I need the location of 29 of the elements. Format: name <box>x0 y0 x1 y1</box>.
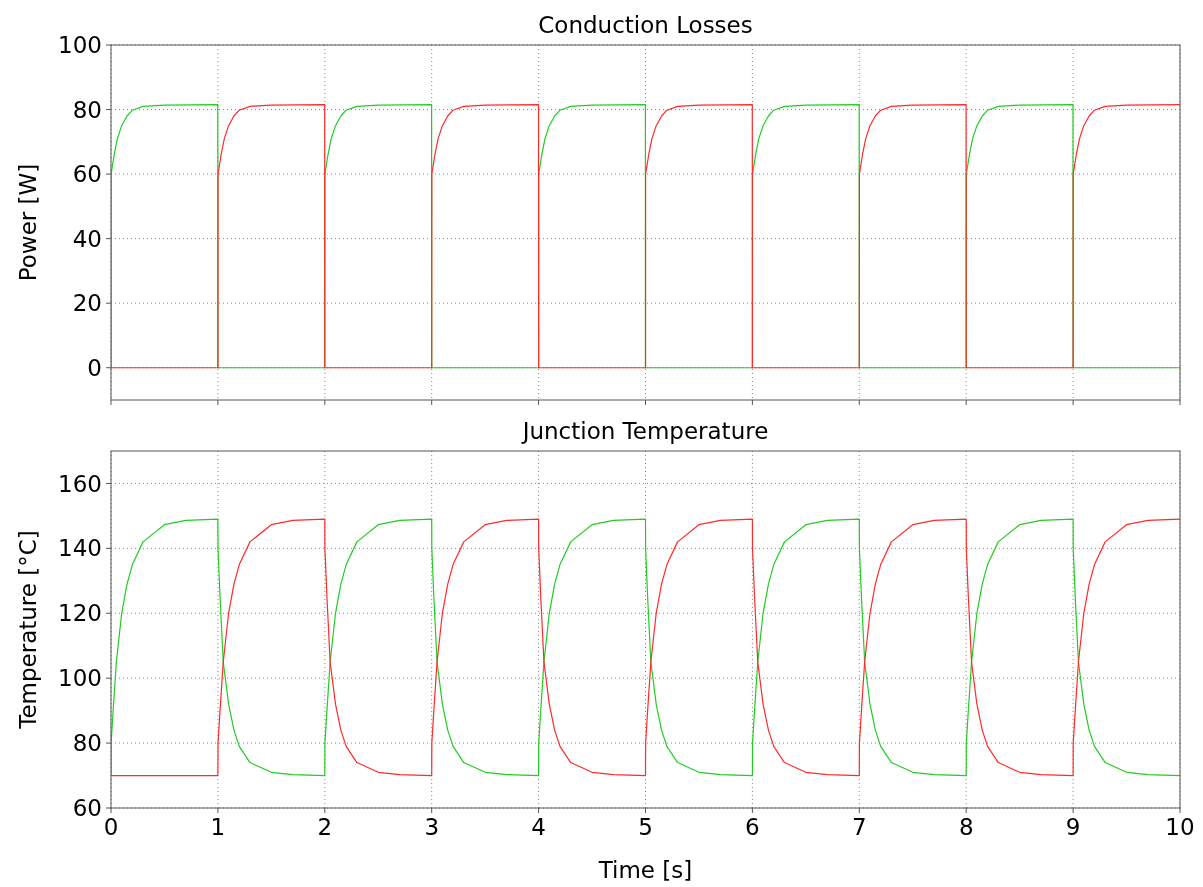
x-tick-label: 8 <box>958 814 974 840</box>
y-tick-label: 60 <box>72 795 102 822</box>
line-series <box>111 518 1180 777</box>
y-tick-label: 100 <box>58 665 102 692</box>
y-tick-label: 100 <box>58 32 102 59</box>
y-tick-label: 160 <box>58 470 102 497</box>
y-tick-label: 80 <box>72 730 102 757</box>
y-tick-label: 20 <box>72 290 102 317</box>
x-tick-label: 2 <box>317 814 333 840</box>
y-tick-label: 80 <box>72 96 102 123</box>
x-tick-label: 10 <box>1165 814 1195 840</box>
x-axis-title: Time [s] <box>597 857 693 883</box>
x-tick-label: 7 <box>851 814 867 840</box>
y-tick-label: 0 <box>87 354 102 381</box>
chart-title: Junction Temperature <box>520 418 769 444</box>
x-tick-label: 3 <box>424 814 440 840</box>
y-tick-label: 60 <box>72 161 102 188</box>
chart-title: Conduction Losses <box>538 12 753 38</box>
x-tick-label: 5 <box>638 814 653 840</box>
x-tick-label: 9 <box>1065 814 1081 840</box>
x-tick-label: 6 <box>745 814 760 840</box>
y-axis-title: Temperature [°C] <box>15 530 41 730</box>
y-axis-title: Power [W] <box>15 163 41 282</box>
y-tick-label: 140 <box>58 535 102 562</box>
y-tick-label: 40 <box>72 225 102 252</box>
x-tick-label: 4 <box>531 814 546 840</box>
x-tick-label: 1 <box>210 814 226 840</box>
x-tick-label: 0 <box>103 814 119 840</box>
y-tick-label: 120 <box>58 600 102 627</box>
